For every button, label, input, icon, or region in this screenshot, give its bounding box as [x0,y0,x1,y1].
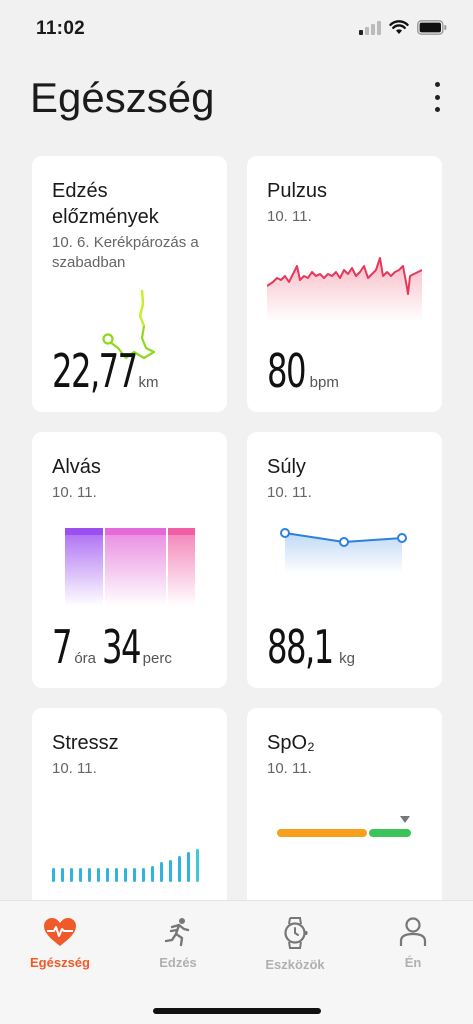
nav-tab-me[interactable]: Én [363,917,463,970]
weight-value-row: 88,1 kg [267,620,355,674]
pulse-value: 80 [267,344,307,398]
workout-history-card[interactable]: Edzés előzmények 10. 6. Kerékpározás a s… [32,156,227,412]
nav-tab-workout[interactable]: Edzés [128,917,228,970]
weight-unit: kg [339,650,355,667]
card-title: Edzés előzmények [52,180,159,228]
card-date: 10. 11. [52,760,97,777]
more-dot-icon [434,82,440,87]
sleep-rem-bar [168,528,195,606]
heart-pulse-icon [44,918,76,946]
person-icon [399,917,427,946]
wifi-icon [389,20,409,34]
card-title: SpO₂ [267,732,315,754]
card-title: Alvás [52,456,101,478]
sleep-light-bar [105,528,166,606]
nav-label: Edzés [159,955,197,970]
nav-tab-health[interactable]: Egészség [10,917,110,970]
sleep-deep-bar [65,528,103,606]
card-date: 10. 11. [267,208,312,225]
workout-value-row: 22,77 km [52,344,158,398]
sleep-value-row: 7 óra 34 perc [52,620,172,674]
nav-label: Egészség [30,955,90,970]
card-date: 10. 11. [267,484,312,501]
spo2-marker-icon [400,816,410,823]
card-title: Súly [267,456,306,478]
stress-chart [52,849,199,882]
status-icons [359,20,447,35]
sleep-minutes-value: 34 [102,620,142,674]
card-date: 10. 11. [52,484,97,501]
nav-label: Én [404,955,422,970]
page-title: Egészség [30,74,215,121]
workout-distance-unit: km [138,374,159,391]
workout-distance-value: 22,77 [52,344,138,398]
cellular-signal-icon [359,20,381,35]
running-icon [164,918,190,947]
status-time: 11:02 [36,18,86,39]
card-subtitle: 10. 6. Kerékpározás a szabadban [52,234,199,271]
home-indicator [153,1008,321,1014]
pulse-unit: bpm [309,374,339,391]
more-options-button[interactable] [429,80,445,114]
sleep-card[interactable]: Alvás 10. 11. 7 óra 34 perc [32,432,227,688]
watch-icon [284,917,308,949]
pulse-value-row: 80 bpm [267,344,339,398]
card-title: Pulzus [267,180,328,202]
weight-value: 88,1 [267,620,334,674]
status-bar: 11:02 [0,0,473,56]
sleep-minutes-unit: perc [142,650,172,667]
stress-card[interactable]: Stressz 10. 11. [32,708,227,908]
spo2-gauge [277,816,411,837]
more-dot-icon [434,94,440,100]
bottom-nav: Egészség Edzés Eszközök Én [0,900,473,1024]
sleep-chart [65,528,195,606]
pulse-chart [267,257,422,322]
pulse-card[interactable]: Pulzus 10. 11. 80 bpm [247,156,442,412]
nav-label: Eszközök [265,957,325,972]
card-title: Stressz [52,732,119,754]
weight-card[interactable]: Súly 10. 11. 88,1 kg [247,432,442,688]
weight-chart [280,528,407,574]
card-date: 10. 11. [267,760,312,777]
route-map-graphic [102,289,156,360]
more-dot-icon [434,107,440,112]
spo2-card[interactable]: SpO₂ 10. 11. [247,708,442,908]
sleep-hours-value: 7 [52,620,73,674]
nav-tab-devices[interactable]: Eszközök [245,917,345,972]
battery-icon [417,20,447,35]
sleep-hours-unit: óra [74,650,97,667]
